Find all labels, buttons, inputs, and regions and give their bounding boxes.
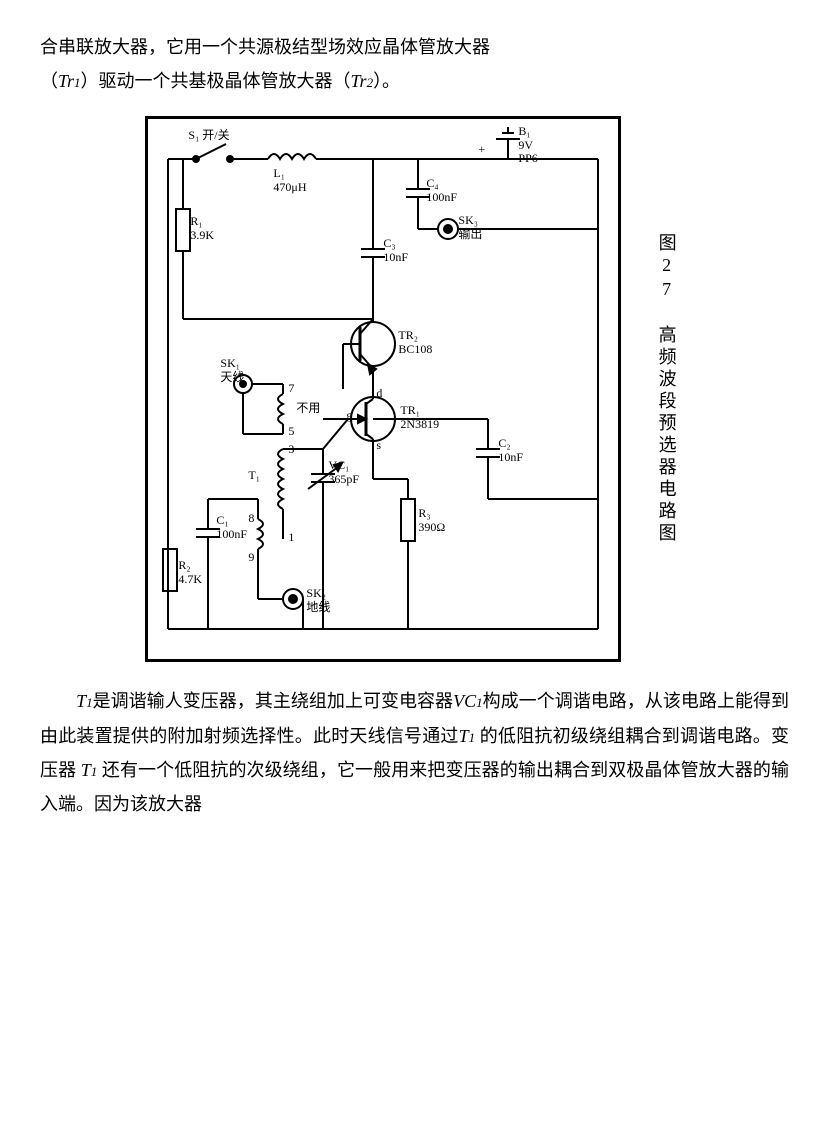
jfet-s: s bbox=[376, 439, 381, 452]
r2-label: R₂ 4.7K bbox=[178, 559, 202, 585]
bt-indent bbox=[40, 691, 76, 711]
r3-label: R₃ 390Ω bbox=[418, 507, 445, 533]
jfet-d: d bbox=[376, 387, 382, 400]
tr1-label: Tr bbox=[58, 71, 74, 91]
jfet-g: g bbox=[346, 409, 352, 422]
b1-label: B₁ 9V PP6 bbox=[518, 125, 537, 165]
pin8: 8 bbox=[248, 512, 254, 525]
c2-label: C₂ 10nF bbox=[498, 437, 523, 463]
plus-label: + bbox=[478, 143, 485, 156]
bt-b: 是调谐输人变压器，其主绕组加上可变电容器 bbox=[93, 691, 454, 711]
l1-label: L₁ 470μH bbox=[273, 167, 306, 193]
bt-vc1: VC bbox=[453, 691, 476, 711]
r1-label: R₁ 3.9K bbox=[190, 215, 214, 241]
pin5: 5 bbox=[288, 425, 294, 438]
pin1: 1 bbox=[288, 531, 294, 544]
tr2-label: TR₂ BC108 bbox=[398, 329, 432, 355]
bt-e: 还有一个低阻抗的次级绕组，它一般用来把变压器的输出耦合到双极晶体管放大器的输入端… bbox=[40, 760, 789, 814]
bt-t1b: T bbox=[459, 726, 469, 746]
bt-t1c: T bbox=[81, 760, 91, 780]
s1-label: S₁ 开/关 bbox=[188, 129, 229, 142]
t1-label: T₁ bbox=[248, 469, 260, 482]
top-text-c: ）驱动一个共基极晶体管放大器（ bbox=[81, 71, 351, 91]
bottom-paragraph: T1是调谐输人变压器，其主绕组加上可变电容器VC1构成一个调谐电路，从该电路上能… bbox=[40, 684, 789, 821]
schematic-diagram: S₁ 开/关 L₁ 470μH C₄ 100nF SK₃ 输出 B₁ 9V PP… bbox=[145, 116, 621, 662]
circuit-svg bbox=[148, 119, 618, 659]
top-text-d: ）。 bbox=[373, 71, 400, 91]
c1-label: C₁ 100nF bbox=[216, 514, 247, 540]
bt-t1: T bbox=[76, 691, 86, 711]
sk1-label: SK₁ 天线 bbox=[220, 357, 244, 383]
figure-container: S₁ 开/关 L₁ 470μH C₄ 100nF SK₃ 输出 B₁ 9V PP… bbox=[40, 116, 789, 662]
sk3-label: SK₃ 输出 bbox=[458, 214, 482, 240]
figure: S₁ 开/关 L₁ 470μH C₄ 100nF SK₃ 输出 B₁ 9V PP… bbox=[145, 116, 683, 662]
c3-label: C₃ 10nF bbox=[383, 237, 408, 263]
top-text-a: 合串联放大器，它用一个共源极结型场效应晶体管放大器 bbox=[40, 37, 490, 57]
tr1-label: TR₁ 2N3819 bbox=[400, 404, 439, 430]
tr2-label: Tr bbox=[351, 71, 367, 91]
pin9: 9 bbox=[248, 551, 254, 564]
top-paragraph: 合串联放大器，它用一个共源极结型场效应晶体管放大器 （Tr1）驱动一个共基极晶体… bbox=[40, 30, 789, 98]
sk2-label: SK₂ 地线 bbox=[306, 587, 330, 613]
vc1-label: VC₁ 365pF bbox=[328, 459, 359, 485]
notused: 不用 bbox=[296, 402, 320, 415]
pin7: 7 bbox=[288, 382, 294, 395]
pin3: 3 bbox=[288, 443, 294, 456]
c4-label: C₄ 100nF bbox=[426, 177, 457, 203]
top-text-b: （ bbox=[40, 71, 58, 91]
figure-caption: 图27 高频波段预选器电路图 bbox=[649, 233, 683, 545]
